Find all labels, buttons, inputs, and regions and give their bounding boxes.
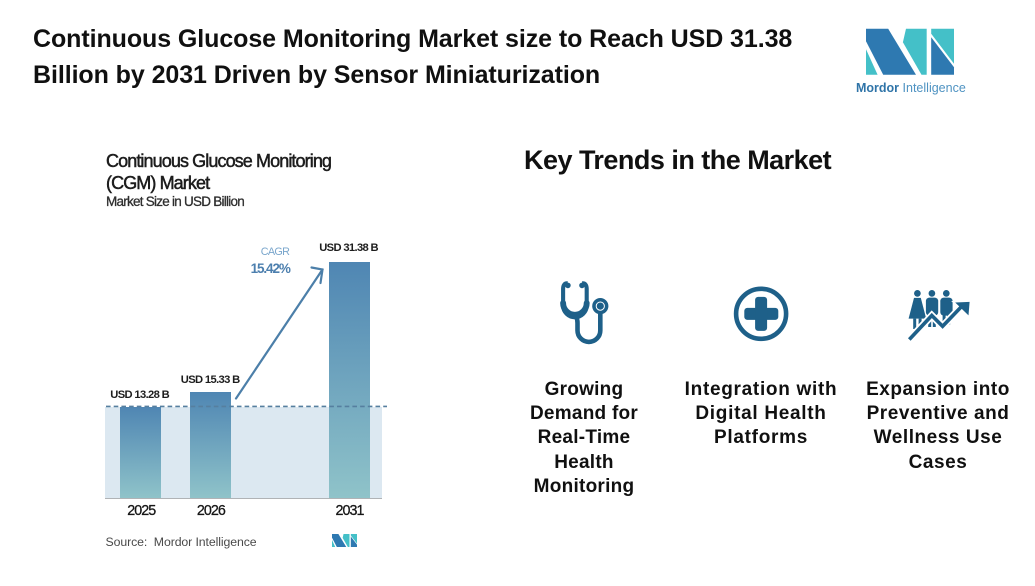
svg-text:Mordor Intelligence: Mordor Intelligence	[856, 81, 966, 95]
